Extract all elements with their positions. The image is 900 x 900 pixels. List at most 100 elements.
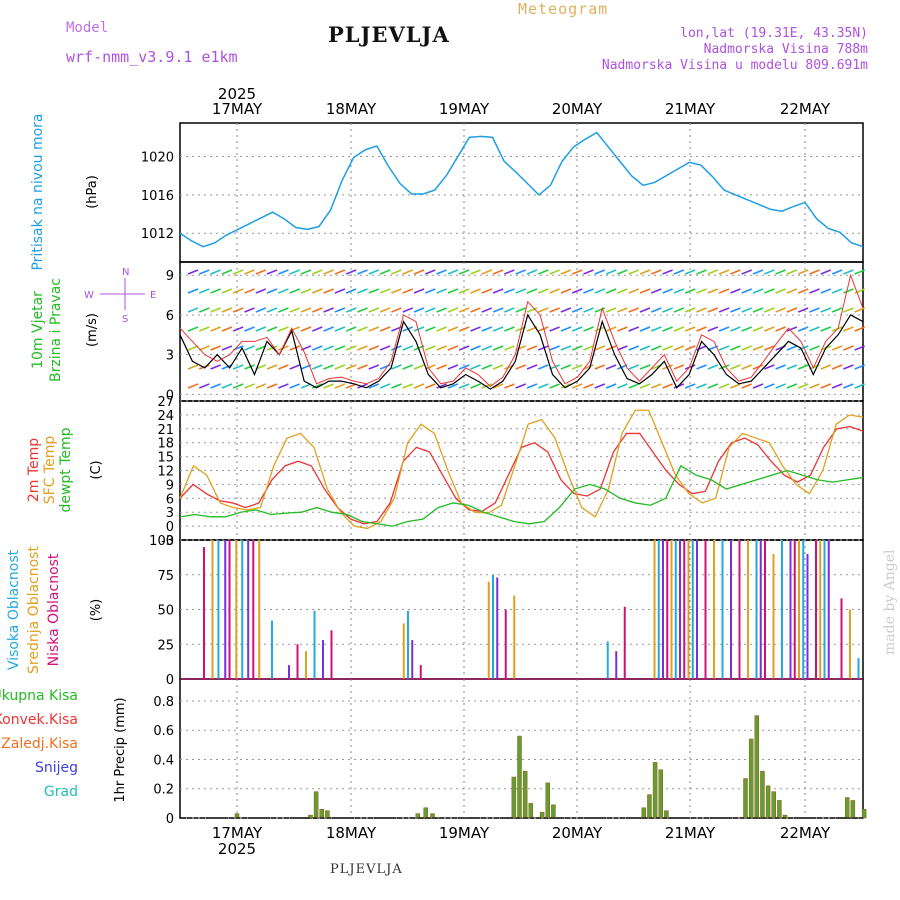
- wind-barb: [289, 345, 300, 351]
- wind-barb: [221, 307, 233, 313]
- wind-barb: [266, 383, 278, 389]
- wind-barb: [312, 269, 323, 275]
- wind-barb: [718, 345, 730, 351]
- wind-barb: [831, 383, 843, 389]
- wind-barb: [391, 364, 402, 370]
- precip-bar: [765, 785, 771, 819]
- wind-barb: [504, 383, 515, 389]
- wind-barb: [300, 307, 312, 313]
- wind-barb: [628, 383, 639, 389]
- compass-s: S: [122, 314, 128, 325]
- wind-barb: [797, 288, 809, 294]
- wind-barb: [447, 383, 459, 389]
- wind-barb: [345, 383, 357, 389]
- wind-barb: [560, 326, 572, 332]
- wind-barb: [289, 269, 300, 275]
- y-tick-label: 1012: [141, 227, 174, 242]
- wind-barb: [345, 345, 357, 351]
- wind-barb: [538, 364, 549, 370]
- wind-barb: [696, 269, 707, 275]
- wind-barb: [221, 364, 233, 370]
- wind-barb: [549, 345, 560, 351]
- wind-barb: [673, 269, 685, 275]
- wind-barb: [368, 269, 380, 275]
- wind-barb: [458, 326, 470, 332]
- wind-barb: [232, 326, 244, 332]
- wind-barb: [187, 288, 199, 294]
- precip-bar: [551, 804, 556, 819]
- wind-barb: [447, 345, 459, 351]
- compass-e: E: [150, 290, 156, 301]
- wind-barb: [470, 364, 481, 370]
- wind-barb: [673, 345, 685, 351]
- wind-barb: [662, 269, 673, 275]
- wind-barb: [244, 269, 255, 275]
- time-label-bottom: 19MAY: [439, 824, 490, 842]
- chart-title: Meteogram: [518, 0, 609, 18]
- wind-barb: [538, 269, 549, 275]
- wind-barb: [797, 269, 809, 275]
- compass-n: N: [122, 267, 129, 278]
- wind-barb: [854, 307, 865, 313]
- wind-barb: [605, 326, 617, 332]
- wind-barb: [323, 307, 334, 313]
- wind-barb: [210, 383, 221, 389]
- wind-barb: [617, 383, 628, 389]
- cloud-axis-label: Niska Oblacnost: [46, 553, 62, 666]
- wind-barb: [266, 326, 278, 332]
- wind-barb: [300, 269, 312, 275]
- wind-barb: [854, 364, 865, 370]
- wind-barb: [617, 326, 628, 332]
- y-tick-label: 12: [157, 465, 174, 480]
- wind-barb: [809, 288, 820, 294]
- wind-barb: [221, 326, 233, 332]
- wind-barb: [379, 307, 391, 313]
- time-label-top: 17MAY: [212, 100, 263, 118]
- wind-barb: [628, 326, 639, 332]
- wind-barb: [481, 383, 493, 389]
- wind-barb: [684, 364, 696, 370]
- wind-barb: [323, 383, 334, 389]
- precip-legend-label: Grad: [44, 784, 78, 800]
- y-tick-label: 1016: [141, 189, 174, 204]
- wind-barb: [831, 307, 843, 313]
- wind-barb: [436, 364, 447, 370]
- wind-barb: [357, 307, 368, 313]
- wind-barb: [436, 288, 447, 294]
- y-tick-label: 6: [166, 492, 174, 507]
- wind-barb: [334, 326, 346, 332]
- wind-barb: [425, 326, 436, 332]
- precip-legend-label: Ukupna Kisa: [0, 688, 78, 704]
- wind-barb: [549, 288, 560, 294]
- wind-barb: [707, 288, 719, 294]
- wind-barb: [244, 364, 255, 370]
- y-tick-label: 9: [166, 269, 174, 284]
- wind-barb: [741, 269, 752, 275]
- wind-barb: [526, 383, 538, 389]
- wind-barb: [210, 364, 221, 370]
- wind-barb: [526, 307, 538, 313]
- wind-barb: [312, 364, 323, 370]
- y-tick-label: 6: [166, 309, 174, 324]
- y-tick-label: 0.4: [153, 753, 174, 768]
- wind-barb: [797, 326, 809, 332]
- wind-barb: [752, 288, 764, 294]
- wind-barb: [413, 269, 425, 275]
- wind-speed-line: [179, 313, 864, 390]
- wind-barb: [730, 364, 741, 370]
- precip-bar: [850, 800, 856, 819]
- wind-barb: [447, 288, 459, 294]
- wind-barb: [278, 307, 289, 313]
- wind-barb: [425, 345, 436, 351]
- wind-barb: [538, 326, 549, 332]
- wind-barb: [786, 326, 798, 332]
- wind-barb: [255, 288, 267, 294]
- wind-barb: [458, 307, 470, 313]
- wind-barb: [402, 364, 413, 370]
- wind-barb: [741, 383, 752, 389]
- wind-barb: [323, 288, 334, 294]
- wind-barb: [492, 364, 504, 370]
- wind-barb: [775, 364, 786, 370]
- compass-w: W: [84, 290, 94, 301]
